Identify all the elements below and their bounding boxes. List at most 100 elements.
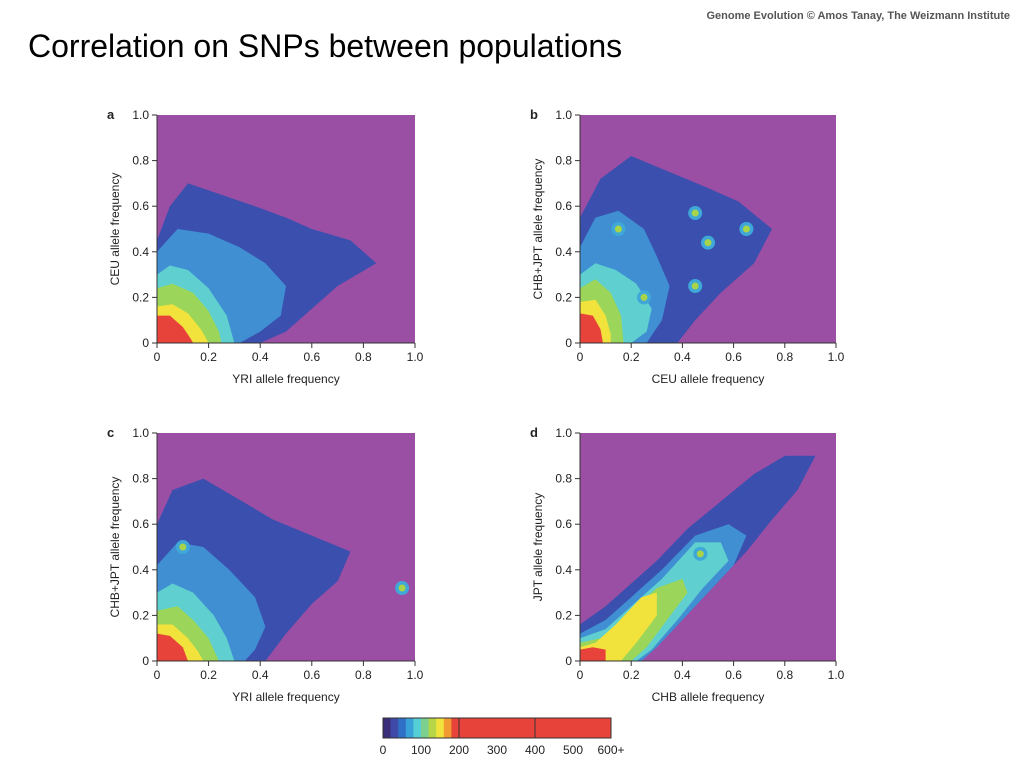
x-tick-label: 0.6 xyxy=(303,668,320,682)
colorbar-segment xyxy=(451,718,460,738)
y-axis-label: CEU allele frequency xyxy=(108,173,122,286)
density-hotspot-core xyxy=(742,225,750,233)
y-tick-label: 0.2 xyxy=(132,608,149,622)
colorbar-tick-label: 200 xyxy=(449,743,469,757)
y-tick-label: 0.2 xyxy=(555,608,572,622)
x-axis-label: CEU allele frequency xyxy=(652,372,765,386)
y-tick-label: 1.0 xyxy=(132,426,149,440)
x-tick-label: 1.0 xyxy=(407,350,424,364)
panel-d: 0 0.2 0.4 0.6 0.8 1.0 0 0.2 0.4 0.6 0.8 1.0 CHB alle… xyxy=(530,425,845,704)
y-tick-label: 1.0 xyxy=(555,426,572,440)
colorbar-segment xyxy=(390,718,399,738)
y-tick-label: 0.2 xyxy=(132,290,149,304)
y-tick-label: 0.6 xyxy=(132,517,149,531)
y-axis-label: JPT allele frequency xyxy=(531,493,545,602)
x-tick-label: 0.2 xyxy=(200,668,217,682)
x-tick-label: 0.4 xyxy=(252,350,269,364)
x-tick-label: 0.8 xyxy=(355,350,372,364)
colorbar-segment xyxy=(443,718,452,738)
density-hotspot-core xyxy=(398,584,406,592)
x-tick-label: 0 xyxy=(577,668,584,682)
panel-c: 0 0.2 0.4 0.6 0.8 1.0 0 0.2 0.4 0.6 0.8 1.0 YRI alle… xyxy=(107,425,424,704)
x-tick-label: 1.0 xyxy=(828,350,845,364)
x-tick-label: 0.2 xyxy=(623,668,640,682)
y-tick-label: 1.0 xyxy=(555,108,572,122)
x-tick-label: 0.6 xyxy=(725,350,742,364)
y-axis-label: CHB+JPT allele frequency xyxy=(531,159,545,300)
density-hotspot-core xyxy=(696,550,704,558)
colorbar: 0 100 200 300 400 500 600+ xyxy=(380,717,625,757)
y-tick-label: 0 xyxy=(565,336,572,350)
colorbar-segment xyxy=(421,718,430,738)
colorbar-segment xyxy=(436,718,445,738)
x-tick-label: 0 xyxy=(154,668,161,682)
density-hotspot-core xyxy=(640,293,648,301)
y-tick-label: 0.8 xyxy=(132,154,149,168)
panel-label: c xyxy=(107,425,114,440)
y-tick-label: 0.4 xyxy=(555,245,572,259)
colorbar-tick-label: 400 xyxy=(525,743,545,757)
panel-label: b xyxy=(530,107,538,122)
x-tick-label: 0.2 xyxy=(623,350,640,364)
colorbar-tick-label: 300 xyxy=(487,743,507,757)
x-tick-label: 0.4 xyxy=(674,668,691,682)
colorbar-segment xyxy=(383,718,392,738)
x-tick-label: 1.0 xyxy=(828,668,845,682)
y-tick-label: 0.6 xyxy=(555,517,572,531)
colorbar-tick-label: 500 xyxy=(563,743,583,757)
y-axis-label: CHB+JPT allele frequency xyxy=(108,477,122,618)
x-tick-label: 0.8 xyxy=(355,668,372,682)
x-tick-label: 0.2 xyxy=(200,350,217,364)
density-contour xyxy=(580,313,603,343)
x-tick-label: 0.6 xyxy=(303,350,320,364)
y-tick-label: 0.4 xyxy=(132,563,149,577)
x-tick-label: 0.4 xyxy=(674,350,691,364)
colorbar-tick-label: 100 xyxy=(411,743,431,757)
y-tick-label: 0.4 xyxy=(555,563,572,577)
y-tick-label: 1.0 xyxy=(132,108,149,122)
density-hotspot-core xyxy=(614,225,622,233)
x-axis-label: YRI allele frequency xyxy=(232,690,339,704)
panel-a: 0 0.2 0.4 0.6 0.8 1.0 0 0.2 0.4 0.6 0.8 1.0 YRI alle… xyxy=(107,107,424,386)
y-tick-label: 0 xyxy=(142,336,149,350)
y-tick-label: 0.6 xyxy=(555,199,572,213)
credit-line: Genome Evolution © Amos Tanay, The Weizm… xyxy=(706,10,1010,22)
density-hotspot-core xyxy=(691,282,699,290)
x-tick-label: 1.0 xyxy=(407,668,424,682)
x-tick-label: 0.8 xyxy=(776,350,793,364)
x-tick-label: 0.8 xyxy=(776,668,793,682)
density-contour xyxy=(580,592,657,661)
colorbar-tick-label: 600+ xyxy=(597,743,624,757)
colorbar-segment xyxy=(405,718,414,738)
panel-b: 0 0.2 0.4 0.6 0.8 1.0 0 0.2 0.4 0.6 0.8 1.0 CEU alle… xyxy=(530,107,845,386)
x-tick-label: 0 xyxy=(154,350,161,364)
density-hotspot-core xyxy=(704,239,712,247)
y-tick-label: 0 xyxy=(142,654,149,668)
colorbar-segment xyxy=(428,718,437,738)
y-tick-label: 0.8 xyxy=(555,472,572,486)
colorbar-tick-label: 0 xyxy=(380,743,387,757)
density-hotspot-core xyxy=(179,543,187,551)
y-tick-label: 0.8 xyxy=(132,472,149,486)
y-tick-label: 0.2 xyxy=(555,290,572,304)
density-contour xyxy=(157,633,188,661)
page-title: Correlation on SNPs between populations xyxy=(28,28,623,64)
x-tick-label: 0 xyxy=(577,350,584,364)
colorbar-frame xyxy=(382,717,612,739)
y-tick-label: 0.8 xyxy=(555,154,572,168)
y-tick-label: 0.4 xyxy=(132,245,149,259)
density-contour xyxy=(157,315,194,343)
y-tick-label: 0 xyxy=(565,654,572,668)
x-tick-label: 0.6 xyxy=(725,668,742,682)
x-axis-label: CHB allele frequency xyxy=(652,690,765,704)
colorbar-segment xyxy=(398,718,407,738)
panel-label: a xyxy=(107,107,115,122)
x-axis-label: YRI allele frequency xyxy=(232,372,339,386)
y-tick-label: 0.6 xyxy=(132,199,149,213)
density-contour xyxy=(580,647,606,661)
x-tick-label: 0.4 xyxy=(252,668,269,682)
colorbar-segment xyxy=(413,718,422,738)
panel-label: d xyxy=(530,425,538,440)
density-hotspot-core xyxy=(691,209,699,217)
